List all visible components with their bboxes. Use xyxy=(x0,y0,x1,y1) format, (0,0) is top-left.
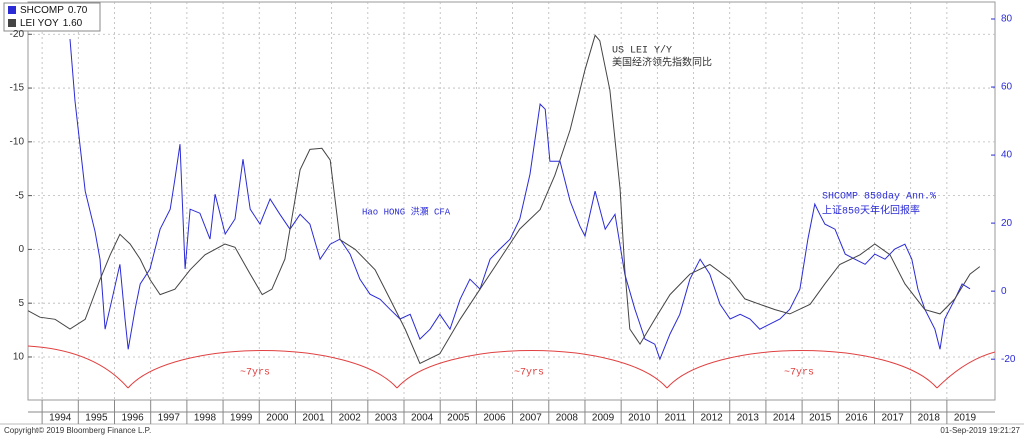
y2-tick-label: 20 xyxy=(1001,218,1013,229)
x-tick-label: 2004 xyxy=(411,413,434,424)
cycle-arc xyxy=(936,351,995,389)
annotation: ~7yrs xyxy=(240,368,270,379)
x-tick-label: 2019 xyxy=(954,413,977,424)
legend-entries: SHCOMP 0.70 LEI YOY 1.60 xyxy=(8,5,88,29)
x-tick-label: 1994 xyxy=(49,413,72,424)
x-tick-label: 2018 xyxy=(918,413,941,424)
footer: Copyright© 2019 Bloomberg Finance L.P. xyxy=(4,426,151,435)
cycle-arc xyxy=(127,350,398,389)
annotation: US LEI Y/Y xyxy=(612,45,672,57)
legend-label: LEI YOY 1.60 xyxy=(20,18,83,29)
x-tick-label: 1995 xyxy=(85,413,108,424)
y-tick-label: -5 xyxy=(15,190,24,201)
y-tick-label: 0 xyxy=(18,244,24,255)
x-tick-label: 2008 xyxy=(556,413,579,424)
cycle-arc xyxy=(666,350,938,389)
annotation: SHCOMP 850day Ann.% xyxy=(822,191,936,203)
footer: 01-Sep-2019 19:21:27 xyxy=(940,426,1020,435)
legend-value: 0.70 xyxy=(68,5,88,16)
x-tick-label: 2015 xyxy=(809,413,832,424)
legend-label: SHCOMP 0.70 xyxy=(20,5,88,16)
y-tick-label: -20 xyxy=(10,29,25,40)
annotation: ~7yrs xyxy=(514,368,544,379)
x-tick-label: 2002 xyxy=(339,413,362,424)
plot-area xyxy=(27,1,996,401)
x-tick-label: 1999 xyxy=(230,413,253,424)
y-tick-label: 10 xyxy=(13,352,25,363)
annotation: Hao HONG 洪灝 CFA xyxy=(362,205,451,217)
legend-value: 1.60 xyxy=(63,18,83,29)
y2-tick-label: 0 xyxy=(1001,286,1007,297)
y2-tick-label: -20 xyxy=(1001,354,1016,365)
y2-tick-label: 80 xyxy=(1001,14,1013,25)
x-tick-label: 2012 xyxy=(701,413,724,424)
x-tick-label: 2013 xyxy=(737,413,760,424)
legend-swatch xyxy=(8,19,16,27)
x-tick-label: 2001 xyxy=(302,413,325,424)
annotation: ~7yrs xyxy=(784,368,814,379)
cycle-arc xyxy=(28,345,129,389)
annotation: 上证850天年化回报率 xyxy=(822,204,920,218)
legend xyxy=(3,2,101,32)
x-tick-label: 2016 xyxy=(845,413,868,424)
legend-name: SHCOMP xyxy=(20,5,64,16)
y-tick-label: 5 xyxy=(18,298,24,309)
lines xyxy=(28,34,981,365)
y2-tick-label: 40 xyxy=(1001,150,1013,161)
x-tick-label: 2003 xyxy=(375,413,398,424)
grid xyxy=(28,2,995,400)
x-tick-label: 2017 xyxy=(881,413,904,424)
y-tick-label: -10 xyxy=(10,136,25,147)
x-tick-label: 1996 xyxy=(121,413,144,424)
x-tick-label: 2009 xyxy=(592,413,615,424)
annotation: 美国经济领先指数同比 xyxy=(612,56,712,70)
x-tick-label: 2005 xyxy=(447,413,470,424)
y-tick-label: -15 xyxy=(10,83,25,94)
x-tick-label: 1997 xyxy=(158,413,181,424)
x-tick-label: 2006 xyxy=(483,413,506,424)
legend-name: LEI YOY xyxy=(20,18,59,29)
cycle-arc xyxy=(396,350,668,389)
x-tick-label: 2011 xyxy=(665,413,687,424)
x-tick-label: 1998 xyxy=(194,413,217,424)
legend-swatch xyxy=(8,6,16,14)
series-line xyxy=(69,39,971,361)
x-tick-label: 2010 xyxy=(628,413,651,424)
y2-tick-label: 60 xyxy=(1001,82,1013,93)
cycle-arcs xyxy=(28,345,995,389)
x-tick-label: 2007 xyxy=(520,413,543,424)
x-tick-label: 2014 xyxy=(773,413,796,424)
x-tick-label: 2000 xyxy=(266,413,289,424)
series-line xyxy=(28,34,981,365)
